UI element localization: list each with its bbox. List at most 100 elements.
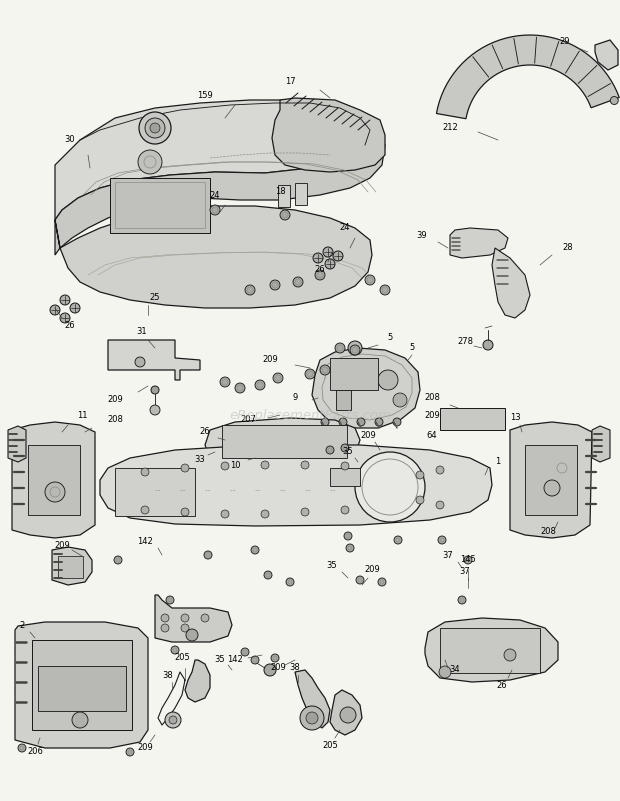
Circle shape (436, 466, 444, 474)
Text: 209: 209 (262, 356, 278, 364)
Circle shape (355, 452, 425, 522)
Bar (295, 183, 307, 205)
Text: 205: 205 (174, 654, 190, 662)
Text: 209: 209 (360, 430, 376, 440)
Circle shape (141, 506, 149, 514)
Circle shape (261, 461, 269, 469)
Text: 208: 208 (107, 416, 123, 425)
Polygon shape (450, 228, 508, 258)
Circle shape (270, 280, 280, 290)
Text: 64: 64 (427, 430, 437, 440)
Circle shape (301, 461, 309, 469)
Circle shape (261, 510, 269, 518)
Circle shape (169, 716, 177, 724)
Circle shape (378, 370, 398, 390)
Circle shape (335, 343, 345, 353)
Polygon shape (52, 547, 92, 585)
Text: 26: 26 (200, 428, 210, 437)
Circle shape (210, 205, 220, 215)
Circle shape (255, 380, 265, 390)
Text: 26: 26 (315, 265, 326, 275)
Circle shape (50, 305, 60, 315)
Circle shape (293, 277, 303, 287)
Circle shape (241, 648, 249, 656)
Bar (115, 182, 205, 228)
Circle shape (171, 646, 179, 654)
Circle shape (72, 712, 88, 728)
Polygon shape (592, 426, 610, 462)
Bar (58, 556, 83, 578)
Text: 17: 17 (285, 78, 295, 87)
Bar (222, 425, 347, 458)
Text: 24: 24 (210, 191, 220, 199)
Circle shape (341, 506, 349, 514)
Circle shape (315, 270, 325, 280)
Circle shape (341, 444, 349, 452)
Polygon shape (185, 660, 210, 702)
Polygon shape (12, 422, 95, 538)
Text: 145: 145 (460, 556, 476, 565)
Text: 2: 2 (19, 621, 25, 630)
Text: 26: 26 (497, 681, 507, 690)
Circle shape (375, 418, 383, 426)
Circle shape (458, 596, 466, 604)
Circle shape (610, 96, 618, 104)
Text: 142: 142 (137, 537, 153, 546)
Text: 13: 13 (510, 413, 520, 422)
Circle shape (464, 556, 472, 564)
Circle shape (356, 576, 364, 584)
Polygon shape (595, 40, 618, 70)
Polygon shape (205, 418, 360, 465)
Polygon shape (312, 348, 420, 428)
Circle shape (340, 707, 356, 723)
Text: 37: 37 (443, 550, 453, 560)
Circle shape (271, 654, 279, 662)
Circle shape (346, 544, 354, 552)
Polygon shape (15, 622, 148, 748)
Circle shape (264, 664, 276, 676)
Circle shape (245, 285, 255, 295)
Bar (336, 390, 351, 410)
Circle shape (280, 210, 290, 220)
Circle shape (70, 303, 80, 313)
Text: 208: 208 (424, 393, 440, 402)
Circle shape (138, 150, 162, 174)
Text: 18: 18 (275, 187, 285, 196)
Polygon shape (8, 426, 26, 462)
Polygon shape (330, 690, 362, 735)
Bar (38, 666, 126, 711)
Text: 24: 24 (340, 223, 350, 232)
Text: 209: 209 (364, 566, 380, 574)
Circle shape (348, 341, 362, 355)
Bar (440, 628, 540, 673)
Circle shape (145, 118, 165, 138)
Bar (28, 445, 80, 515)
Polygon shape (272, 98, 385, 172)
Bar (110, 178, 210, 233)
Circle shape (306, 712, 318, 724)
Circle shape (181, 614, 189, 622)
Circle shape (416, 496, 424, 504)
Circle shape (325, 259, 335, 269)
Circle shape (141, 468, 149, 476)
Polygon shape (55, 100, 370, 220)
Circle shape (235, 383, 245, 393)
Circle shape (326, 446, 334, 454)
Circle shape (300, 706, 324, 730)
Circle shape (251, 656, 259, 664)
Text: 28: 28 (563, 244, 574, 252)
Circle shape (394, 536, 402, 544)
Circle shape (313, 253, 323, 263)
Text: 30: 30 (64, 135, 75, 144)
Circle shape (365, 275, 375, 285)
Circle shape (320, 365, 330, 375)
Circle shape (378, 578, 386, 586)
Circle shape (504, 649, 516, 661)
Circle shape (166, 596, 174, 604)
Circle shape (45, 482, 65, 502)
Circle shape (273, 373, 283, 383)
Circle shape (150, 405, 160, 415)
Circle shape (221, 510, 229, 518)
Circle shape (264, 571, 272, 579)
Bar (278, 185, 290, 207)
